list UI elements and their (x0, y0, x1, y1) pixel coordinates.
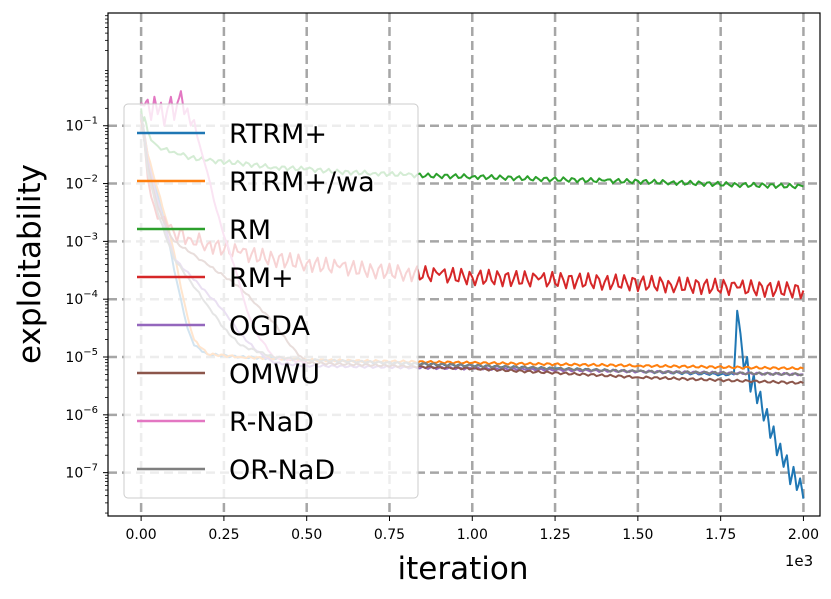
x-tick-label: 1.50 (622, 527, 653, 543)
x-offset-label: 1e3 (785, 552, 813, 570)
legend-label: RM (229, 215, 271, 246)
legend-label: OR-NaD (229, 455, 335, 486)
y-tick-exponent: −6 (83, 405, 98, 416)
y-tick-exponent: −7 (83, 463, 98, 474)
y-tick-label: 10−3 (65, 231, 98, 250)
legend-box (123, 103, 419, 499)
y-tick-base: 10 (65, 234, 83, 250)
legend-label: OMWU (229, 359, 320, 390)
x-tick-label: 2.00 (788, 527, 819, 543)
legend-label: RTRM+/wa (229, 167, 375, 198)
legend-label: RTRM+ (229, 119, 327, 150)
axis-ticks: 0.00 0.25 0.50 0.75 1.00 1.25 1.50 1.75 2.0010−1… (65, 15, 819, 543)
y-tick-base: 10 (65, 466, 83, 482)
y-tick-label: 10−2 (65, 174, 98, 193)
legend-label: RM+ (229, 263, 294, 294)
x-tick-label: 1.75 (705, 527, 736, 543)
y-tick-exponent: −1 (83, 116, 98, 127)
y-tick-base: 10 (65, 408, 83, 424)
legend-label: R-NaD (229, 407, 314, 438)
y-tick-label: 10−7 (65, 463, 98, 482)
y-tick-base: 10 (65, 119, 83, 135)
y-tick-label: 10−1 (65, 116, 98, 135)
x-tick-label: 0.75 (374, 527, 405, 543)
x-axis-label: iteration (398, 551, 529, 587)
x-tick-label: 0.00 (126, 527, 157, 543)
y-tick-base: 10 (65, 177, 83, 193)
y-tick-exponent: −5 (83, 347, 98, 358)
x-tick-label: 0.25 (208, 527, 239, 543)
legend: RTRM+ RTRM+/wa RM RM+ OGDA OMWU R-NaD OR-NaD (123, 103, 419, 499)
y-tick-label: 10−6 (65, 405, 98, 424)
y-tick-base: 10 (65, 292, 83, 308)
y-axis-label: exploitability (12, 164, 48, 364)
y-tick-label: 10−4 (65, 289, 98, 308)
x-tick-label: 1.00 (457, 527, 488, 543)
x-tick-label: 1.25 (539, 527, 570, 543)
y-tick-exponent: −4 (83, 289, 98, 300)
legend-label: OGDA (229, 311, 310, 342)
y-tick-exponent: −2 (83, 174, 98, 185)
x-tick-label: 0.50 (291, 527, 322, 543)
y-tick-exponent: −3 (83, 231, 98, 242)
y-tick-label: 10−5 (65, 347, 98, 366)
y-tick-base: 10 (65, 350, 83, 366)
